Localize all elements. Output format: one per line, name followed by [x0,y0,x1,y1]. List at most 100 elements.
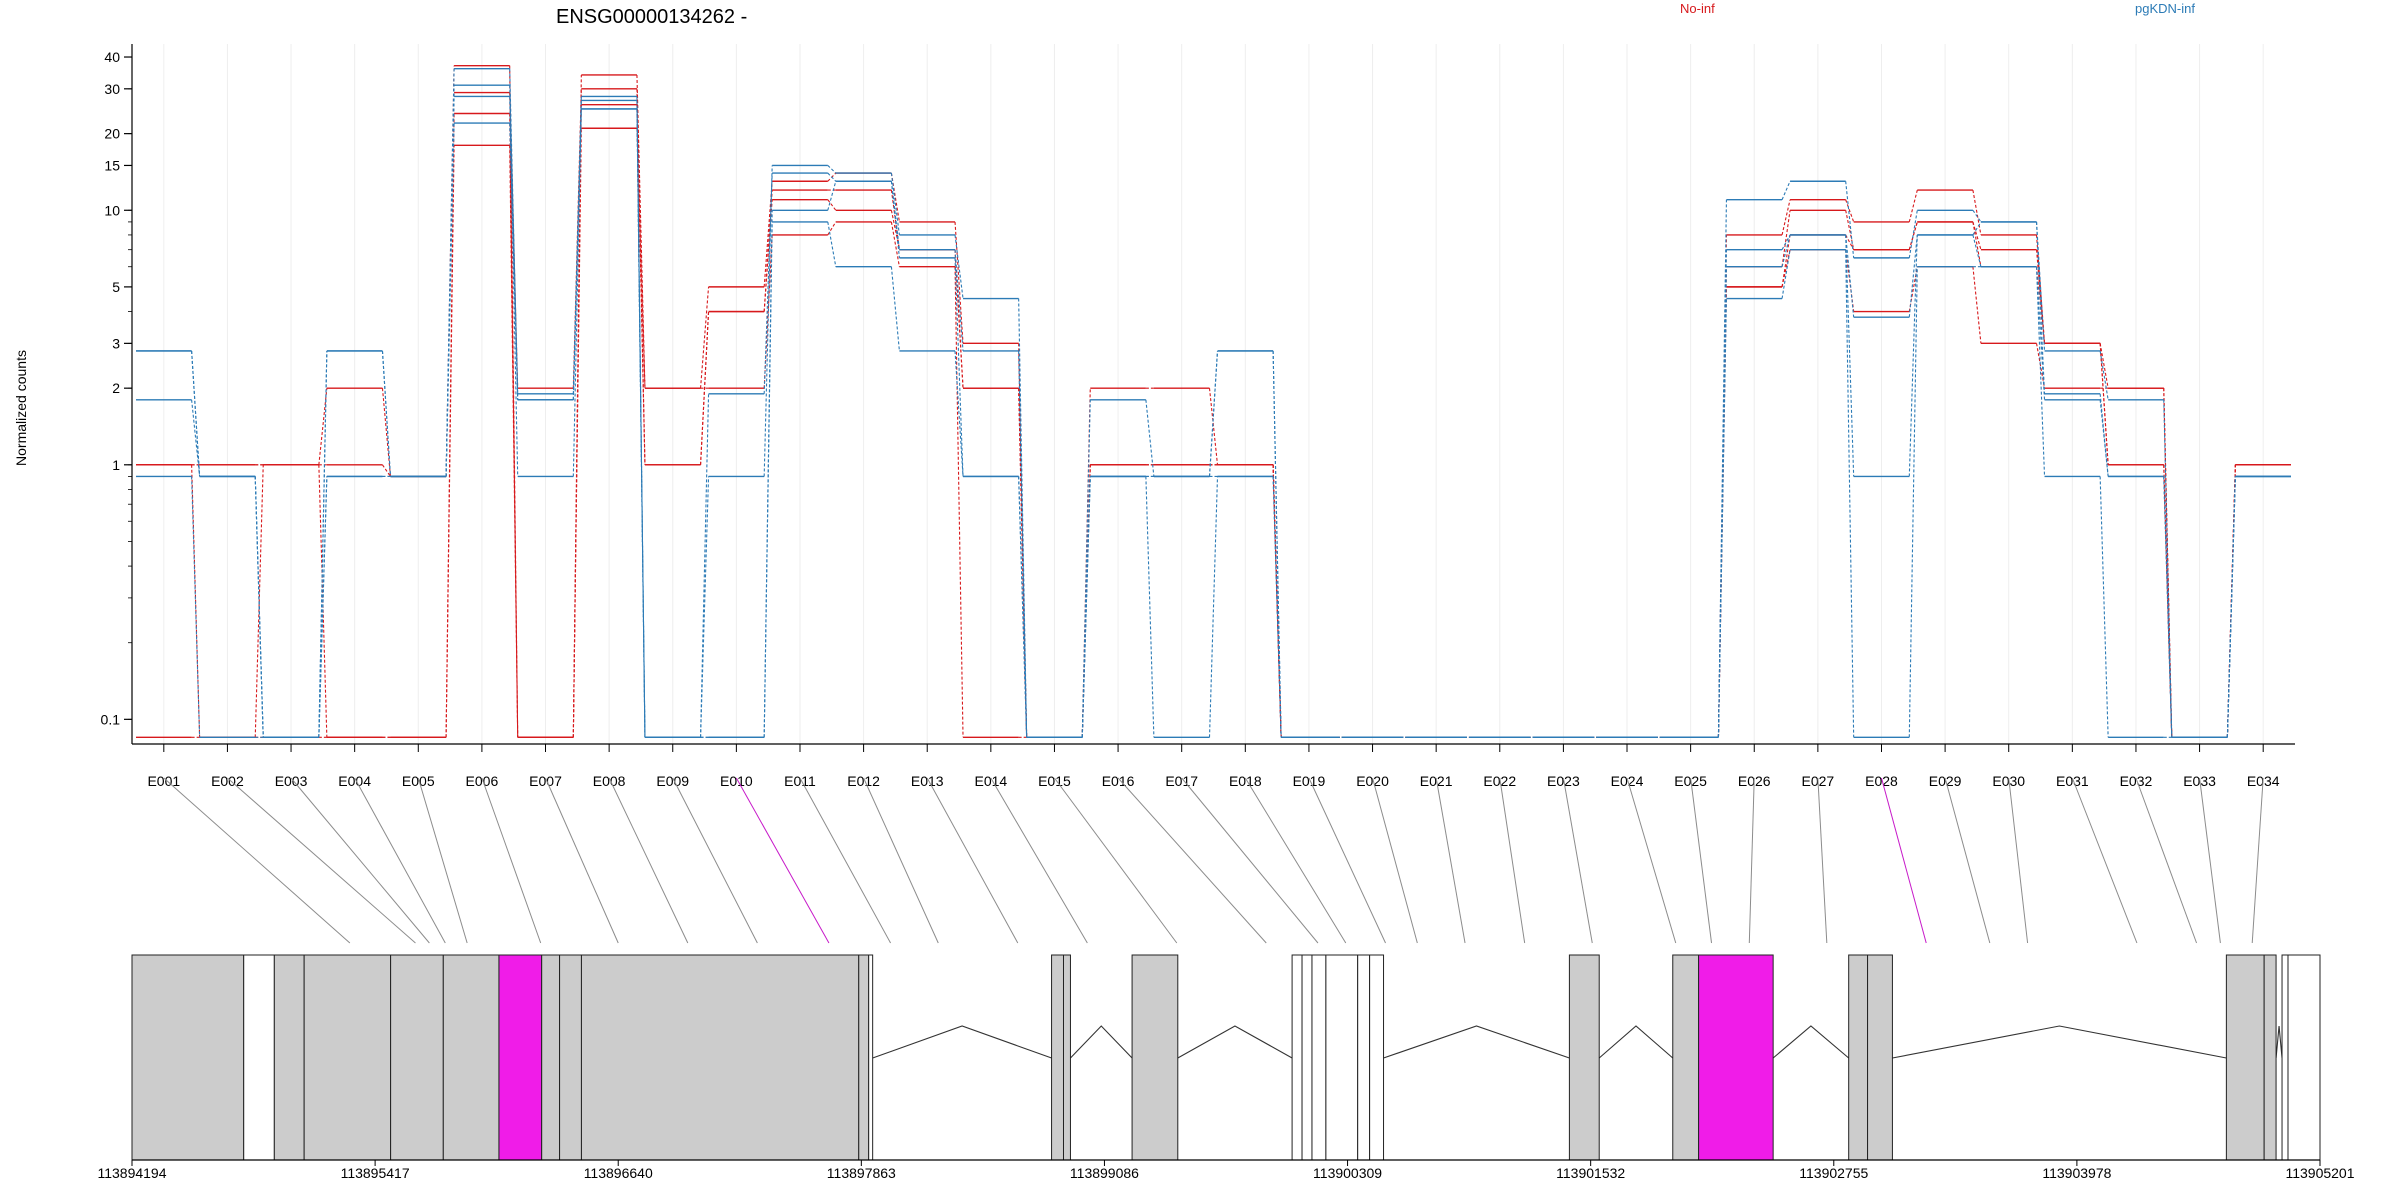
step-E026-4 [1781,249,1791,288]
y-tick-label: 3 [112,335,120,351]
step-E028-8 [1908,266,1918,738]
step-E031-3 [2099,343,2109,465]
step-E017-6 [1208,350,1219,477]
x-tick-label-E015: E015 [1038,773,1071,789]
y-axis-label: Normalized counts [13,350,29,466]
step-E007-7 [572,108,582,477]
exon-E018 [1311,954,1327,1161]
connector-E028 [1881,777,1927,944]
step-E029-1 [1972,190,1982,236]
step-E016-8 [1145,476,1155,738]
step-E011-4 [827,221,837,236]
step-E029-6 [1972,221,1982,236]
y-tick-label: 10 [104,202,120,218]
x-tick-label-E002: E002 [211,773,244,789]
series-no-inf-4 [136,127,2291,738]
legend-no-inf: No-inf [1680,1,1715,16]
step-E004-6 [381,350,392,477]
x-tick-label-E014: E014 [974,773,1007,789]
step-E027-3 [1845,234,1855,250]
connector-E023 [1562,777,1593,944]
genomic-tick-label-113899086: 113899086 [1070,1165,1139,1181]
intron-4 [1383,1025,1570,1059]
step-E030-2 [2035,249,2046,344]
genomic-tick-label-113901532: 113901532 [1556,1165,1625,1181]
step-E029-4 [1972,266,1982,344]
connector-E005 [417,777,468,944]
step-E032-7 [2163,476,2173,738]
step-E025-6 [1717,249,1727,738]
x-tick-label-E010: E010 [720,773,753,789]
vertical-gridlines [163,44,2264,744]
step-E027-5 [1845,181,1855,258]
step-E018-6 [1272,350,1282,738]
step-E012-4 [890,221,900,267]
x-tick-label-E007: E007 [529,773,562,789]
y-tick-label: 1 [112,457,120,473]
step-E005-8 [445,123,455,477]
x-tick-label-E028: E028 [1865,773,1898,789]
connector-E011 [799,777,891,944]
step-E010-6 [763,173,773,394]
series-no-inf-2 [136,88,2291,738]
step-E017-8 [1208,476,1219,738]
exon-E014 [1062,954,1071,1161]
legend-pgkdn-inf: pgKDN-inf [2135,1,2195,16]
x-tick-label-E008: E008 [593,773,626,789]
exon-E015 [1131,954,1179,1161]
step-E011-8 [827,221,837,267]
step-E013-3 [954,249,964,389]
intron-5 [1598,1025,1674,1059]
step-E009-3 [700,311,710,465]
exon-E007 [498,954,543,1161]
series-layer [136,64,2291,738]
step-E015-8 [1081,476,1091,738]
step-E013-8 [954,350,964,477]
exon-E030 [2287,954,2321,1161]
exon-E009 [559,954,582,1161]
exon-E006 [442,954,500,1161]
step-E012-7 [890,181,900,258]
step-E029-5 [1972,209,1982,223]
connector-E020 [1372,777,1418,944]
step-E012-8 [890,266,900,352]
step-E003-6 [318,350,328,738]
exon-E017 [1301,954,1313,1161]
step-E029-7 [1972,234,1982,267]
series-pgkdn-inf-8 [136,108,2291,738]
step-E007-8 [572,108,582,400]
x-tick-label-E019: E019 [1293,773,1326,789]
step-E017-1 [1208,388,1219,465]
genomic-tick-label-113895417: 113895417 [341,1165,410,1181]
y-tick-label: 2 [112,380,120,396]
exon-E016 [1291,954,1303,1161]
x-tick-label-E005: E005 [402,773,435,789]
step-E026-7 [1781,234,1791,267]
exon-E012 [868,954,874,1161]
step-E001-6 [191,350,201,477]
connector-E026 [1748,777,1755,944]
connector-E007 [545,777,619,944]
step-E031-5 [2099,350,2109,400]
step-E028-7 [1908,234,1918,477]
step-E030-6 [2035,221,2046,394]
series-pgkdn-inf-7 [136,95,2291,738]
step-E026-1 [1781,199,1791,236]
step-E014-5 [1018,298,1028,738]
genomic-tick-label-113903978: 113903978 [2042,1165,2111,1181]
step-E002-7 [254,476,264,738]
step-E011-6 [827,172,837,182]
x-tick-label-E031: E031 [2056,773,2089,789]
genomic-tick-label-113900309: 113900309 [1313,1165,1382,1181]
step-E003-8 [318,476,328,738]
exon-E024 [1698,954,1774,1161]
connector-E021 [1435,777,1466,944]
connector-E032 [2135,777,2198,944]
connector-E009 [672,777,758,944]
exon-E013 [1051,954,1064,1161]
y-tick-label: 40 [104,49,120,65]
x-tick-label-E004: E004 [338,773,371,789]
connector-E014 [990,777,1088,944]
step-E010-1 [763,181,773,287]
x-tick-label-E009: E009 [656,773,689,789]
